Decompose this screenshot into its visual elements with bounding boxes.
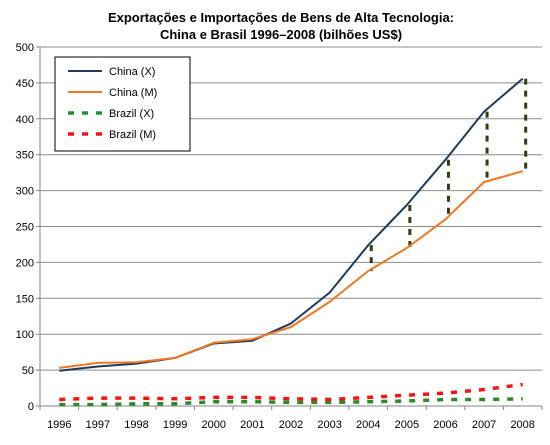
x-tick-label: 2007	[472, 419, 496, 431]
y-tick-label: 150	[16, 293, 34, 305]
legend: China (X) China (M) Brazil (X) Brazil (M)	[54, 56, 191, 152]
series-line-china-m	[59, 170, 523, 369]
y-tick-label: 250	[16, 222, 34, 234]
x-tick-label: 2004	[356, 419, 380, 431]
legend-label: Brazil (M)	[109, 129, 156, 141]
x-tick-label: 2008	[510, 419, 534, 431]
x-tick-label: 2000	[202, 419, 226, 431]
y-tick-label: 50	[22, 365, 34, 377]
y-tick-label: 0	[28, 401, 34, 413]
x-tick-label: 2005	[395, 419, 419, 431]
chart-title: Exportações e Importações de Bens de Alt…	[108, 10, 454, 25]
x-tick-label: 1999	[163, 419, 187, 431]
y-tick-label: 500	[16, 42, 34, 54]
x-tick-label: 1997	[86, 419, 110, 431]
x-tick-label: 2001	[240, 419, 264, 431]
y-tick-label: 300	[16, 186, 34, 198]
legend-box	[54, 56, 191, 152]
y-tick-label: 100	[16, 329, 34, 341]
y-tick-label: 450	[16, 78, 34, 90]
legend-label: China (M)	[109, 87, 157, 99]
y-tick-label: 400	[16, 114, 34, 126]
y-tick-label: 350	[16, 150, 34, 162]
x-tick-label: 2003	[317, 419, 341, 431]
x-tick-label: 1996	[47, 419, 71, 431]
legend-label: Brazil (X)	[109, 108, 154, 120]
x-tick-label: 2006	[433, 419, 457, 431]
series-line-china-x	[59, 77, 524, 372]
legend-label: China (X)	[109, 66, 155, 78]
x-tick-label: 1998	[124, 419, 148, 431]
x-tick-label: 2002	[279, 419, 303, 431]
y-tick-label: 200	[16, 257, 34, 269]
chart-subtitle: China e Brasil 1996–2008 (bilhões US$)	[160, 27, 402, 42]
